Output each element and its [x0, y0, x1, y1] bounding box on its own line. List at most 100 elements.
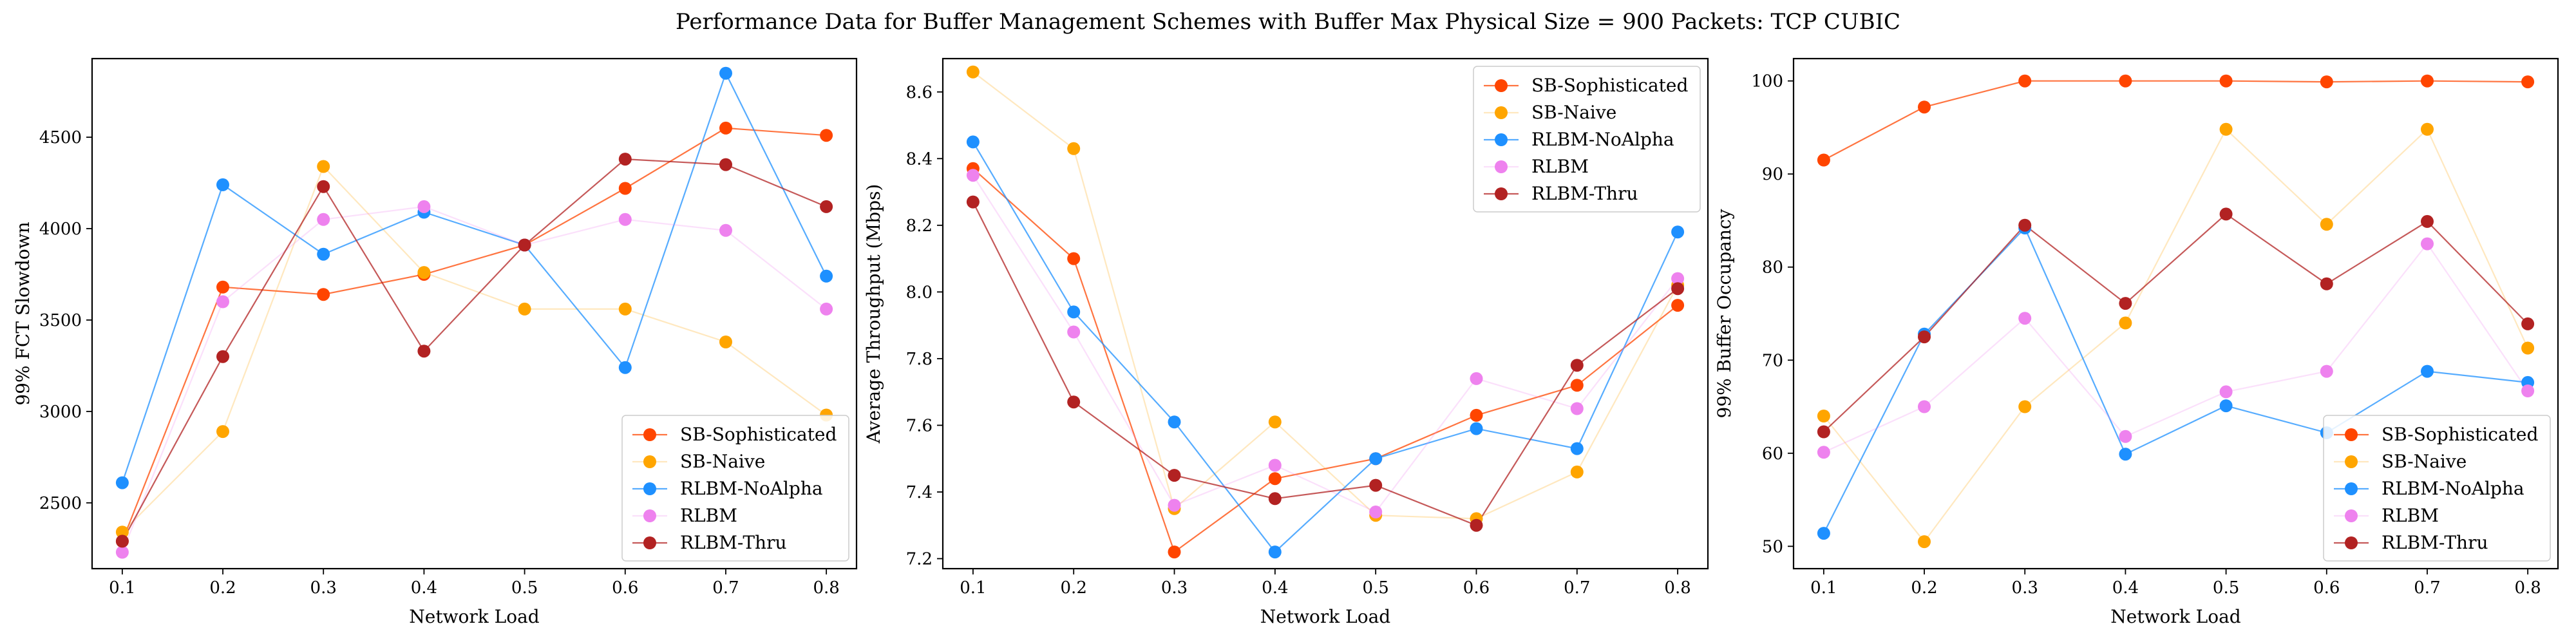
- data-point-rlbm: [115, 545, 129, 559]
- data-point-rlbm-thru: [317, 180, 330, 193]
- data-point-rlbm-noalpha: [719, 66, 732, 80]
- y-tick-label: 100: [1751, 72, 1783, 91]
- x-axis-label: Network Load: [1260, 606, 1391, 627]
- legend-label-sb-sophisticated: SB-Sophisticated: [2382, 424, 2538, 445]
- legend-label-rlbm: RLBM: [2382, 505, 2439, 526]
- legend-marker-sb-naive: [2345, 455, 2358, 468]
- data-point-rlbm-thru: [966, 195, 980, 209]
- x-tick-label: 0.8: [813, 578, 839, 598]
- data-point-rlbm: [1817, 446, 1830, 459]
- data-point-rlbm-thru: [2421, 214, 2434, 228]
- legend-box: [2323, 415, 2551, 562]
- data-point-rlbm-thru: [2018, 218, 2032, 232]
- data-point-sb-naive: [1067, 142, 1081, 155]
- legend: SB-Sophisticated SB-Naive RLBM-NoAlpha RLBM…: [1473, 66, 1701, 213]
- x-tick-label: 0.5: [511, 578, 538, 598]
- data-point-rlbm-noalpha: [2421, 365, 2434, 378]
- legend-marker-sb-sophisticated: [643, 428, 656, 441]
- legend-marker-rlbm-thru: [2345, 536, 2358, 549]
- data-point-sb-naive: [2018, 400, 2032, 413]
- legend: SB-Sophisticated SB-Naive RLBM-NoAlpha RLBM…: [621, 415, 849, 562]
- series-line-sb-naive: [122, 165, 827, 533]
- series-line-sb-sophisticated: [972, 167, 1678, 553]
- axes-frame: [942, 57, 1709, 570]
- y-tick-label: 2500: [39, 494, 82, 513]
- buffer-occupancy-chart: 0.1 0.2 0.3 0.4 0.5 0.6 0.7 0.8 50 60 70 80 90 100 Net…: [1714, 57, 2559, 627]
- data-point-rlbm: [1268, 459, 1282, 472]
- legend-marker-rlbm-noalpha: [2345, 482, 2358, 495]
- x-tick-label: 0.3: [310, 578, 337, 598]
- data-point-rlbm-thru: [1570, 359, 1584, 372]
- data-point-rlbm-thru: [417, 345, 431, 358]
- series-line-rlbm: [972, 175, 1678, 513]
- legend-label-sb-sophisticated: SB-Sophisticated: [1531, 75, 1688, 96]
- x-tick-label: 0.2: [1911, 578, 1937, 598]
- data-point-rlbm-thru: [1268, 492, 1282, 506]
- data-point-sb-sophisticated: [2119, 74, 2132, 88]
- x-tick-label: 0.4: [1262, 578, 1288, 598]
- y-tick-label: 3500: [39, 311, 82, 330]
- data-point-sb-naive: [1570, 465, 1584, 478]
- legend-marker-rlbm: [2345, 509, 2358, 522]
- data-point-rlbm-thru: [1817, 425, 1830, 439]
- data-point-sb-sophisticated: [317, 288, 330, 301]
- data-point-sb-naive: [618, 302, 632, 316]
- legend: SB-Sophisticated SB-Naive RLBM-NoAlpha RLBM…: [2323, 415, 2551, 562]
- series-line-sb-sophisticated: [121, 127, 827, 542]
- data-point-rlbm-noalpha: [2219, 399, 2233, 413]
- data-point-sb-naive: [216, 425, 229, 439]
- y-tick-label: 80: [1762, 258, 1783, 278]
- x-tick-label: 0.7: [1564, 578, 1590, 598]
- data-point-rlbm-noalpha: [820, 269, 833, 283]
- data-point-rlbm-thru: [618, 153, 632, 166]
- legend-label-sb-naive: SB-Naive: [1531, 102, 1616, 123]
- x-tick-label: 0.5: [1362, 578, 1388, 598]
- legend-label-rlbm-thru: RLBM-Thru: [680, 532, 787, 553]
- data-point-rlbm-thru: [1671, 282, 1685, 296]
- legend-marker-rlbm-noalpha: [643, 482, 656, 495]
- data-point-sb-sophisticated: [1817, 153, 1830, 167]
- data-point-rlbm: [1918, 400, 1931, 413]
- data-point-rlbm-thru: [1369, 478, 1383, 492]
- data-point-rlbm-noalpha: [2119, 448, 2132, 461]
- y-axis-label: Average Throughput (Mbps): [863, 184, 884, 444]
- data-point-rlbm-noalpha: [1817, 527, 1830, 540]
- throughput-chart: 0.1 0.2 0.3 0.4 0.5 0.6 0.7 0.8 7.2 7.4 7.6 7.8 8.0 8…: [863, 57, 1709, 627]
- legend-label-sb-naive: SB-Naive: [2382, 451, 2467, 472]
- data-point-sb-naive: [719, 336, 732, 348]
- data-point-rlbm-thru: [2119, 297, 2132, 310]
- x-tick-label: 0.7: [2414, 578, 2440, 598]
- data-point-rlbm-thru: [2521, 317, 2535, 330]
- data-point-rlbm-noalpha: [216, 178, 229, 191]
- data-point-rlbm-thru: [518, 238, 531, 252]
- data-point-rlbm-thru: [2320, 277, 2333, 290]
- data-point-rlbm: [719, 223, 732, 237]
- legend-label-rlbm-thru: RLBM-Thru: [1531, 183, 1638, 204]
- y-tick-label: 7.6: [906, 416, 933, 435]
- data-point-sb-sophisticated: [1918, 100, 1931, 114]
- data-point-rlbm-noalpha: [618, 361, 632, 374]
- y-tick-label: 50: [1762, 537, 1783, 556]
- x-tick-label: 0.6: [1463, 578, 1490, 598]
- data-point-sb-naive: [1918, 535, 1931, 549]
- legend-label-rlbm-noalpha: RLBM-NoAlpha: [1531, 129, 1674, 150]
- data-point-sb-sophisticated: [1168, 545, 1181, 559]
- data-point-rlbm-thru: [1470, 518, 1483, 532]
- series-line-rlbm: [1823, 242, 2529, 453]
- legend-marker-rlbm-thru: [1495, 187, 1508, 200]
- data-point-rlbm: [2421, 237, 2434, 251]
- data-point-rlbm-noalpha: [115, 476, 129, 489]
- data-point-rlbm-thru: [820, 200, 833, 213]
- fct-slowdown-chart: 0.1 0.2 0.3 0.4 0.5 0.6 0.7 0.8 2500 3000 3500 4000…: [12, 57, 858, 627]
- axes-frame: [1792, 57, 2559, 570]
- series-line-sb-naive: [1823, 128, 2529, 543]
- y-tick-label: 90: [1762, 165, 1783, 184]
- y-tick-label: 4500: [39, 128, 82, 147]
- data-point-sb-naive: [966, 65, 980, 79]
- x-tick-label: 0.4: [411, 578, 437, 598]
- data-point-rlbm-noalpha: [1268, 545, 1282, 559]
- data-point-rlbm-thru: [1918, 330, 1931, 344]
- y-tick-label: 8.0: [906, 283, 933, 302]
- x-tick-label: 0.6: [2313, 578, 2340, 598]
